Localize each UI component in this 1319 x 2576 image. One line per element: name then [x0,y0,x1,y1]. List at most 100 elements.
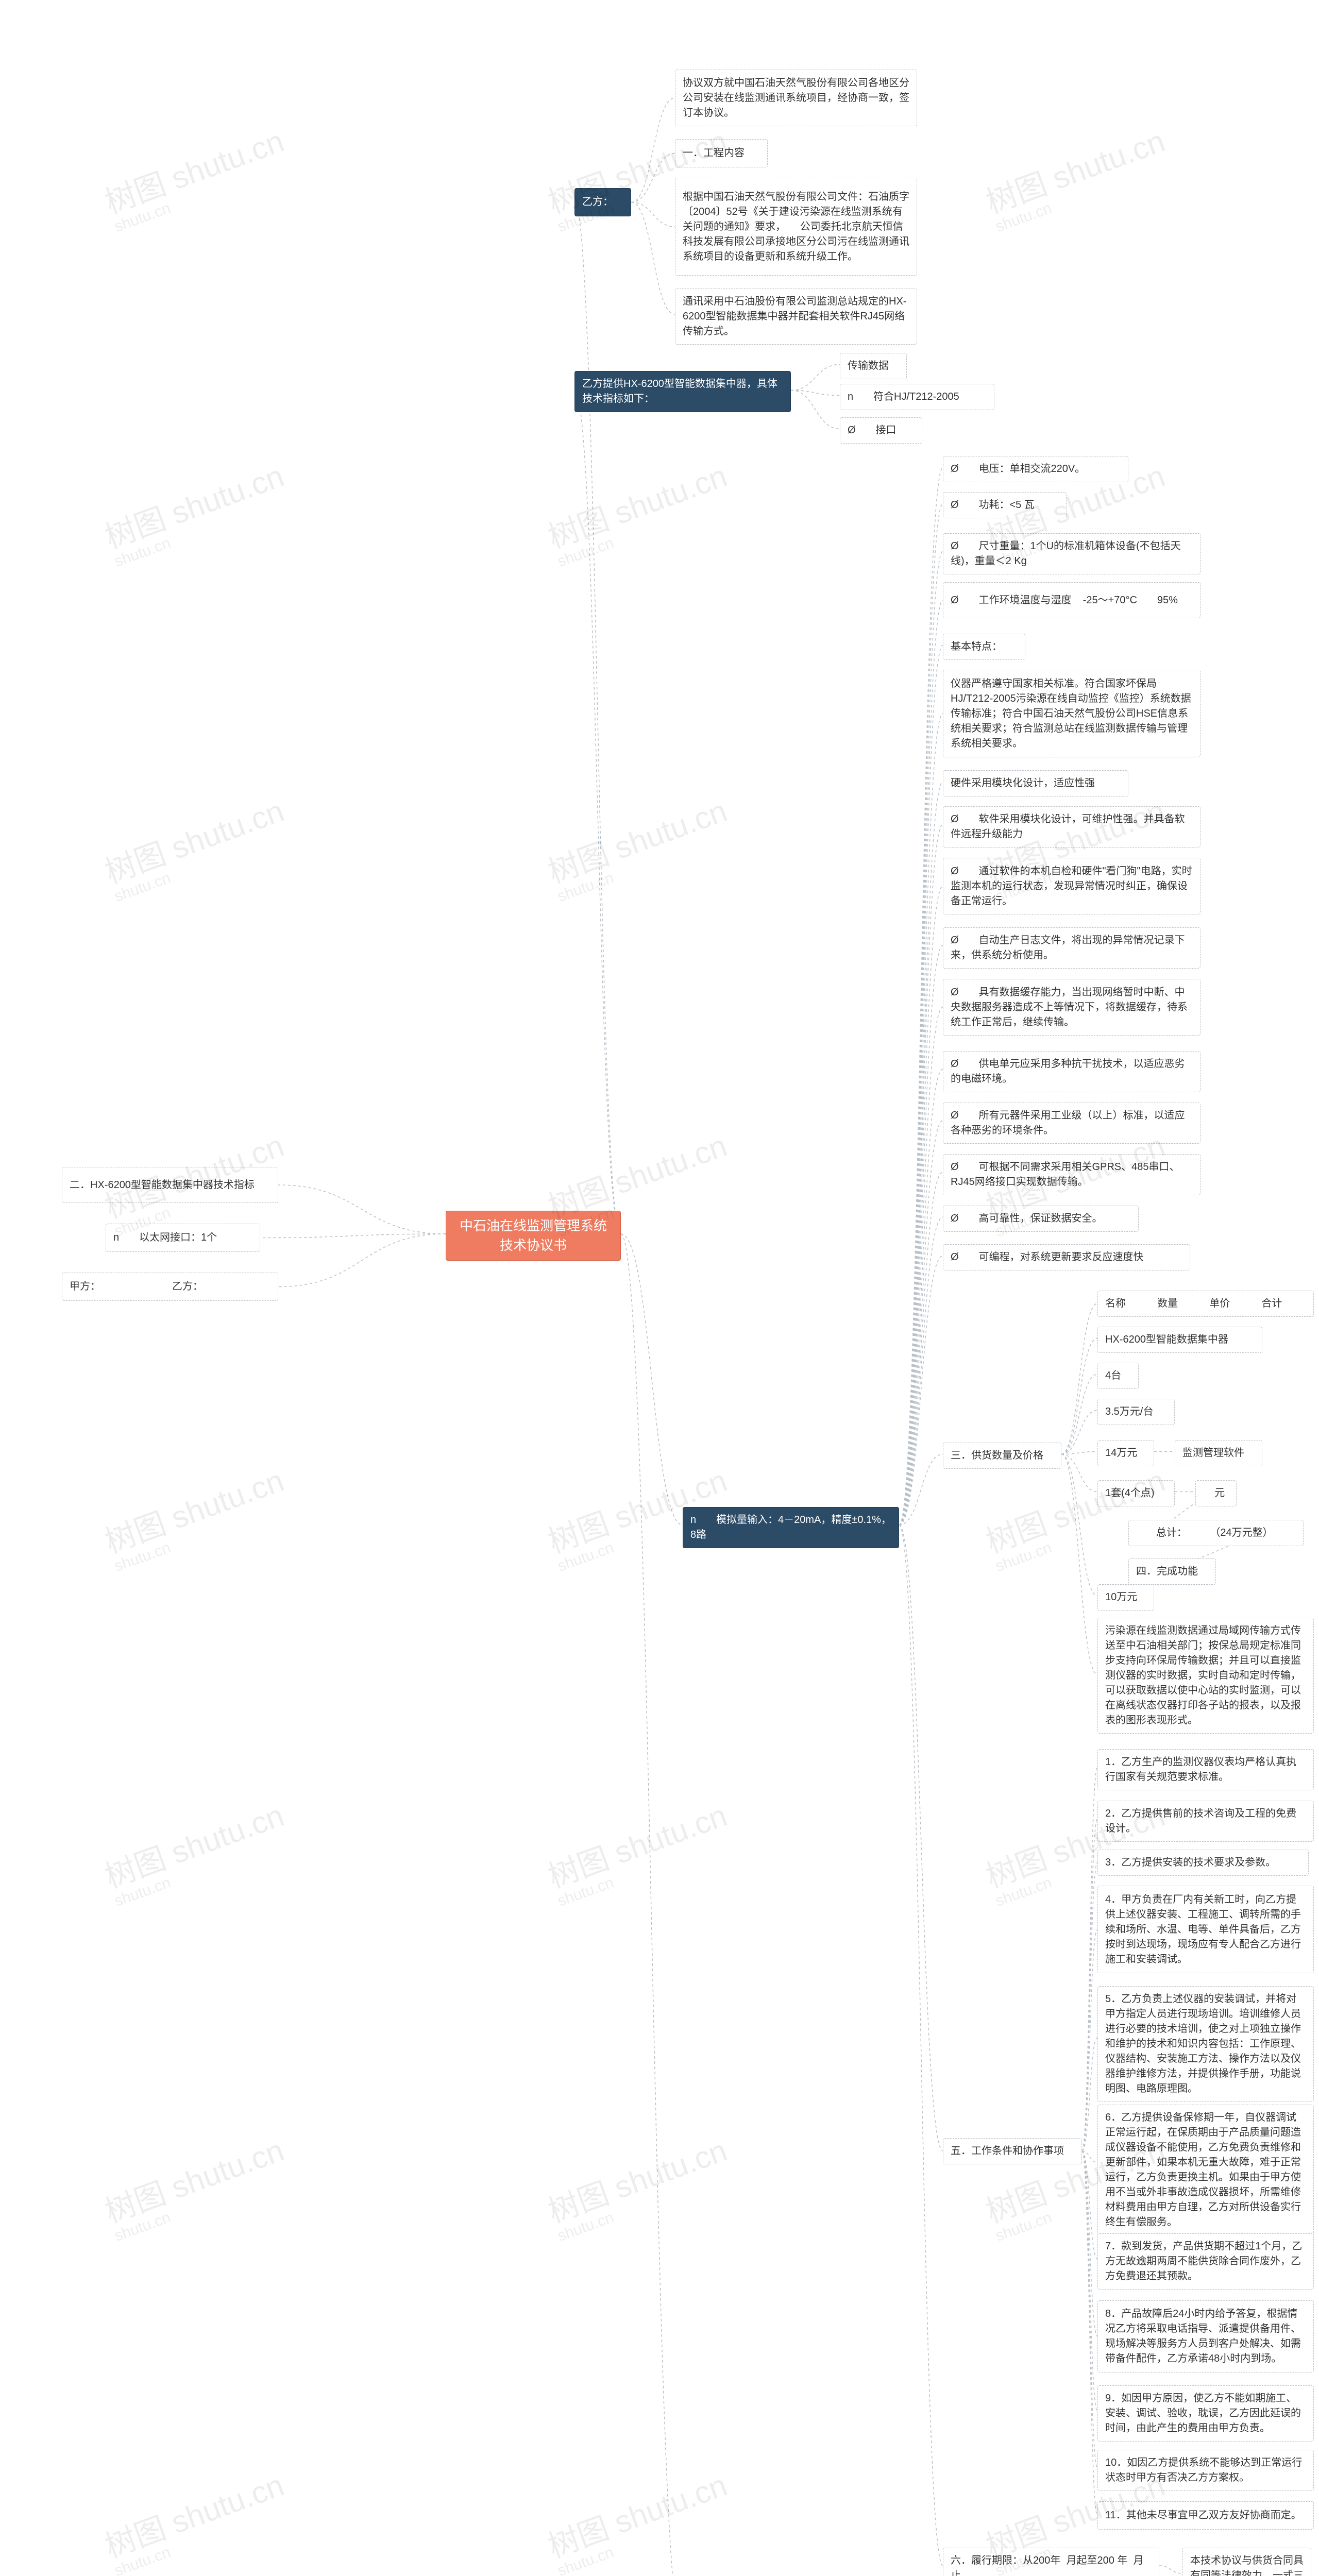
watermark-text: 树图 shutu.cn [544,2468,731,2564]
node-text: Ø 工作环境温度与湿度 -25～+70°C 95% [951,593,1178,608]
node-F0: 六．履行期限：从200年 月起至200 年 月止。 [943,2548,1159,2576]
edge [899,600,943,1525]
edge [791,391,840,396]
watermark-text: 树图 shutu.cn [100,1463,288,1560]
edge [278,1185,446,1234]
node-text: 3．乙方提供安装的技术要求及参数。 [1105,1855,1276,1870]
watermark-text: 树图 shutu.cn [100,2133,288,2229]
edge [899,1007,943,1525]
watermark: 树图 shutu.cnshutu.cn [541,2461,737,2576]
edge [574,391,621,1234]
node-E5: 5．乙方负责上述仪器的安装调试，并将对甲方指定人员进行现场培训。培训维修人员进行… [1097,1986,1314,2102]
node-text: 乙方提供HX-6200型智能数据集中器，具体技术指标如下： [582,377,783,406]
node-text: Ø 高可靠性，保证数据安全。 [951,1211,1102,1226]
node-text: 4．甲方负责在厂内有关新工时，向乙方提供上述仪器安装、工程施工、调转所需的手续和… [1105,1892,1306,1967]
edge [1061,1303,1097,1454]
node-A4: 通讯采用中石油股份有限公司监测总站规定的HX-6200型智能数据集中器并配套相关… [675,289,917,345]
edge [1082,1819,1097,2151]
watermark-text: 树图 shutu.cn [100,459,288,555]
node-text: 1套(4个点) [1105,1486,1155,1501]
node-text: 8．产品故障后24小时内给予答复，根据情况乙方将采取电话指导、派遣提供备用件、现… [1105,2307,1306,2366]
watermark-text: 树图 shutu.cn [982,124,1169,220]
watermark-text: 树图 shutu.cn [544,1798,731,1894]
node-D2: HX-6200型智能数据集中器 [1097,1327,1262,1353]
watermark: 树图 shutu.cnshutu.cn [98,2461,294,2576]
edge [1082,2151,1097,2163]
node-text: 监测管理软件 [1182,1446,1244,1461]
edge [260,1234,446,1238]
edge [899,1454,943,1526]
watermark-sub: shutu.cn [112,1830,294,1910]
edge [1082,1767,1097,2151]
edge [899,945,943,1525]
node-C14: Ø 可根据不同需求采用相关GPRS、485串口、RJ45网络接口实现数据传输。 [943,1154,1200,1195]
watermark: 树图 shutu.cnshutu.cn [98,1456,294,1575]
watermark-sub: shutu.cn [555,490,737,571]
watermark-sub: shutu.cn [112,2500,294,2576]
node-F1: 本技术协议与供货合同具有同等法律效力，一式三 份， [1182,2548,1311,2576]
node-text: n 符合HJ/T212-2005 [848,389,959,404]
edge [1082,2038,1097,2151]
node-text: 10万元 [1105,1590,1137,1605]
edge [1082,1862,1097,2151]
edge [899,1256,943,1526]
node-text: 五．工作条件和协作事项 [951,2144,1064,2159]
watermark-text: 树图 shutu.cn [544,2133,731,2229]
node-text: 3.5万元/台 [1105,1404,1153,1419]
edge [1082,2151,1097,2468]
watermark-sub: shutu.cn [112,825,294,906]
node-text: 根据中国石油天然气股份有限公司文件：石油质字〔2004〕52号《关于建设污染源在… [683,190,909,264]
node-E4: 4．甲方负责在厂内有关新工时，向乙方提供上述仪器安装、工程施工、调转所需的手续和… [1097,1886,1314,1973]
node-E10: 10．如因乙方提供系统不能够达到正常运行状态时甲方有否决乙方方案权。 [1097,2450,1314,2491]
edge [621,1234,683,2576]
edge [899,468,943,1526]
node-D8: 四．完成功能 [1128,1558,1216,1585]
node-D10: 污染源在线监测数据通过局域网传输方式传送至中石油相关部门；按保总局规定标准同步支… [1097,1618,1314,1734]
node-text: 10．如因乙方提供系统不能够达到正常运行状态时甲方有否决乙方方案权。 [1105,2455,1306,2485]
node-text: 通讯采用中石油股份有限公司监测总站规定的HX-6200型智能数据集中器并配套相关… [683,294,909,339]
watermark-text: 树图 shutu.cn [100,793,288,890]
watermark: 树图 shutu.cnshutu.cn [979,1456,1175,1575]
watermark: 树图 shutu.cnshutu.cn [98,1791,294,1910]
edge [1082,2151,1097,2259]
node-text: Ø 尺寸重量：1个U的标准机箱体设备(不包括天线)，重量＜2 Kg [951,539,1193,569]
watermark: 树图 shutu.cnshutu.cn [98,2126,294,2245]
node-text: 三．供货数量及价格 [951,1448,1043,1463]
node-text: 协议双方就中国石油天然气股份有限公司各地区分公司安装在线监测通讯系统项目，经协商… [683,76,909,121]
edge [899,1217,943,1526]
node-text: 本技术协议与供货合同具有同等法律效力，一式三 份， [1190,2553,1304,2576]
edge [631,98,675,202]
watermark-sub: shutu.cn [555,825,737,906]
node-A1: 一．工程内容 [675,139,768,167]
node-E8: 8．产品故障后24小时内给予答复，根据情况乙方将采取电话指导、派遣提供备用件、现… [1097,2300,1314,2372]
node-text: 中石油在线监测管理系统 技术协议书 [460,1216,607,1255]
node-C3: Ø 尺寸重量：1个U的标准机箱体设备(不包括天线)，重量＜2 Kg [943,533,1200,574]
node-A3: 根据中国石油天然气股份有限公司文件：石油质字〔2004〕52号《关于建设污染源在… [675,178,917,276]
node-E6: 6．乙方提供设备保修期一年，自仪器调试正常运行起，在保质期由于产品质量问题造成仪… [1097,2105,1314,2235]
node-D5b: 监测管理软件 [1175,1440,1262,1466]
edge [631,154,675,202]
diagram-viewport: 中石油在线监测管理系统 技术协议书 二．HX-6200型智能数据集中器技术指标 n … [0,0,1319,2576]
node-D9: 10万元 [1097,1584,1154,1611]
watermark-sub: shutu.cn [112,490,294,571]
watermark-sub: shutu.cn [555,2165,737,2245]
node-text: 污染源在线监测数据通过局域网传输方式传送至中石油相关部门；按保总局规定标准同步支… [1105,1623,1306,1728]
node-text: 1．乙方生产的监测仪器仪表均严格认真执行国家有关规范要求标准。 [1105,1755,1306,1785]
node-C15: Ø 高可靠性，保证数据安全。 [943,1206,1139,1232]
edge [278,1234,446,1287]
edge [1082,2151,1097,2411]
node-L3: 甲方： 乙方： [62,1273,278,1301]
node-B0: 乙方提供HX-6200型智能数据集中器，具体技术指标如下： [574,371,791,412]
node-D3: 4台 [1097,1363,1139,1389]
node-text: Ø 软件采用模块化设计，可维护性强。并具备软件远程升级能力 [951,812,1193,842]
node-text: Ø 所有元器件采用工业级（以上）标准，以适应各种恶劣的环境条件。 [951,1108,1193,1138]
node-text: 乙方： [582,195,613,210]
watermark: 树图 shutu.cnshutu.cn [541,1791,737,1910]
watermark: 树图 shutu.cnshutu.cn [541,2126,737,2245]
node-text: Ø 功耗：<5 瓦 [951,498,1035,513]
node-L1: 二．HX-6200型智能数据集中器技术指标 [62,1167,278,1203]
watermark-text: 树图 shutu.cn [544,1128,731,1225]
node-C8: Ø 软件采用模块化设计，可维护性强。并具备软件远程升级能力 [943,806,1200,848]
node-B2: n 符合HJ/T212-2005 [840,384,994,410]
edge [899,886,943,1525]
